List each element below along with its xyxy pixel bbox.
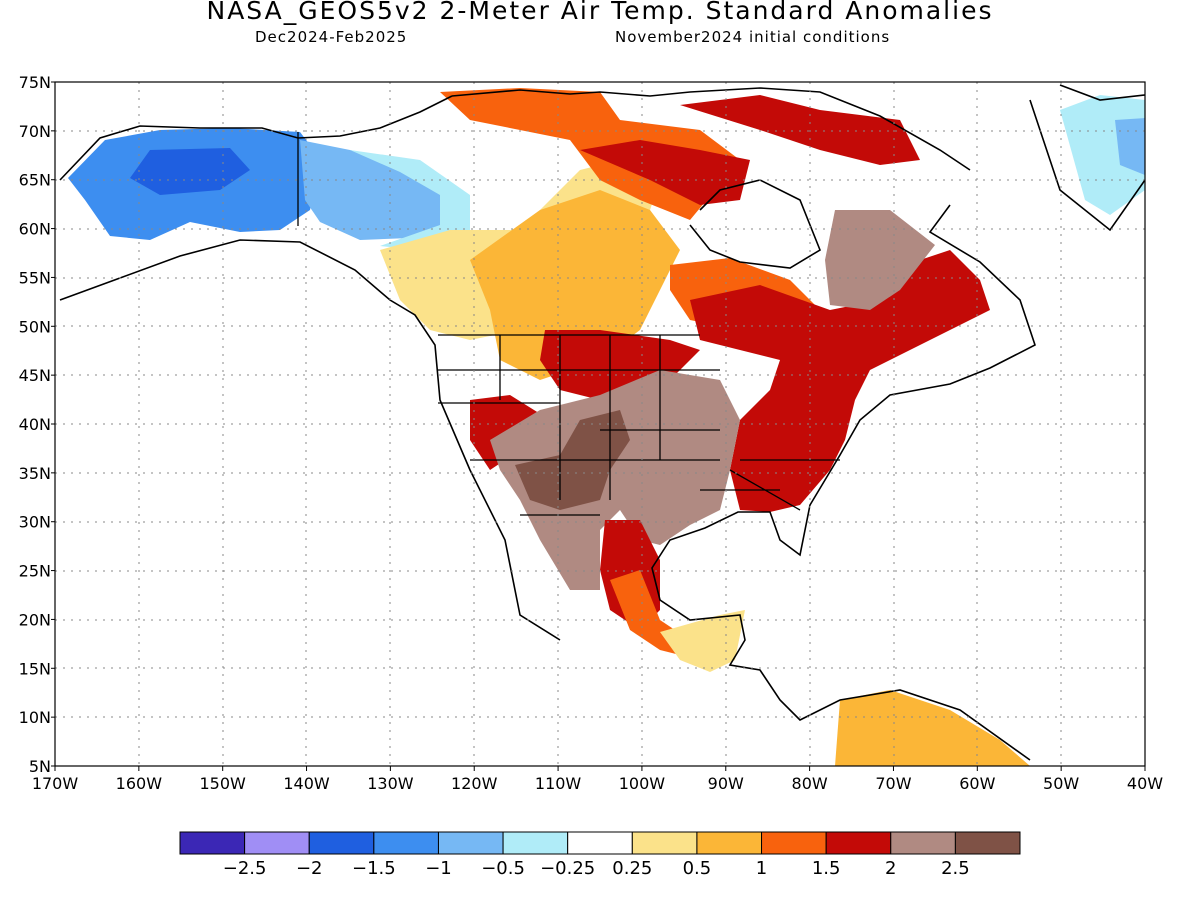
colorbar-swatch [761, 831, 827, 855]
colorbar-swatch [825, 831, 892, 855]
lat-label: 5N [29, 757, 51, 776]
anomaly-central-america-yellow [660, 610, 745, 672]
lat-label: 25N [19, 562, 51, 581]
latitude-labels: 75N 70N 65N 60N 55N 50N 45N 40N 35N 30N 25N 20N 15N 1… [19, 73, 55, 776]
lat-label: 60N [19, 220, 51, 239]
colorbar-label: 0.25 [612, 858, 652, 879]
lat-label: 15N [19, 659, 51, 678]
coastline-outline [59, 84, 1145, 761]
colorbar-label: 2 [885, 858, 896, 879]
colorbar-swatch [567, 831, 633, 855]
lat-label: 35N [19, 464, 51, 483]
lon-label: 160W [116, 774, 163, 793]
colorbar-label: 0.5 [683, 858, 712, 879]
colorbar-label: −1.5 [352, 858, 396, 879]
colorbar-swatch [308, 831, 375, 855]
gridlines [55, 82, 1145, 766]
lon-label: 140W [283, 774, 330, 793]
lon-label: 130W [367, 774, 414, 793]
colorbar-label: 1 [756, 858, 767, 879]
colorbar-label: −1 [425, 858, 452, 879]
lat-label: 20N [19, 610, 51, 629]
lon-label: 110W [535, 774, 582, 793]
lon-label: 70W [875, 774, 911, 793]
colorbar-label: 2.5 [941, 858, 970, 879]
border-lines [297, 132, 840, 516]
colorbar-label: −2.5 [223, 858, 267, 879]
longitude-labels: 170W 160W 150W 140W 130W 120W 110W 100W 90W 80W 70… [32, 766, 1163, 793]
anomaly-labrador-brown [825, 210, 935, 310]
initial-conditions: November2024 initial conditions [615, 28, 891, 46]
colorbar-label: −0.25 [540, 858, 595, 879]
lon-label: 170W [32, 774, 79, 793]
lat-label: 70N [19, 122, 51, 141]
anomaly-mexico-orange [610, 570, 720, 660]
anomaly-east-red [690, 250, 990, 512]
anomaly-alaska-core [130, 148, 250, 195]
anomaly-venezuela-orange [835, 690, 1030, 766]
lon-label: 100W [619, 774, 666, 793]
colorbar-swatch [890, 831, 956, 855]
lat-label: 10N [19, 708, 51, 727]
anomaly-yukon-fringe [350, 150, 470, 250]
lon-label: 60W [959, 774, 995, 793]
colorbar-swatch [954, 831, 1021, 855]
lat-label: 30N [19, 513, 51, 532]
lat-label: 75N [19, 73, 51, 92]
colorbar-swatch [244, 831, 310, 855]
lon-label: 40W [1127, 774, 1163, 793]
colorbar-swatch [179, 831, 246, 855]
colorbar-swatch [437, 831, 504, 855]
lon-label: 90W [708, 774, 744, 793]
colorbar-swatch [631, 831, 698, 855]
colorbar-labels: −2.5 −2 −1.5 −1 −0.5 −0.25 0.25 0.5 1 1.5 2 2.5 [223, 858, 970, 879]
lon-label: 120W [451, 774, 498, 793]
colorbar-label: −0.5 [481, 858, 525, 879]
anomaly-canada-orange [470, 190, 680, 380]
lon-label: 80W [792, 774, 828, 793]
map-area [55, 82, 1145, 766]
lat-label: 50N [19, 317, 51, 336]
colorbar-swatch [373, 831, 439, 855]
lat-label: 65N [19, 171, 51, 190]
colorbar-label: −2 [296, 858, 323, 879]
lon-label: 150W [200, 774, 247, 793]
map-title: NASA_GEOS5v2 2-Meter Air Temp. Standard … [206, 0, 994, 25]
colorbar-swatch [502, 831, 569, 855]
colorbar-swatch [696, 831, 763, 855]
anomaly-arctic-red [580, 95, 920, 205]
forecast-period: Dec2024-Feb2025 [255, 28, 408, 46]
lat-label: 45N [19, 366, 51, 385]
anomaly-southwest-brown [490, 370, 740, 590]
colorbar-label: 1.5 [812, 858, 841, 879]
colorbar [179, 831, 1021, 855]
lat-label: 55N [19, 268, 51, 287]
lon-label: 50W [1043, 774, 1079, 793]
anomaly-yukon [300, 140, 455, 240]
lat-label: 40N [19, 415, 51, 434]
anomaly-greenland-core [1115, 118, 1145, 175]
